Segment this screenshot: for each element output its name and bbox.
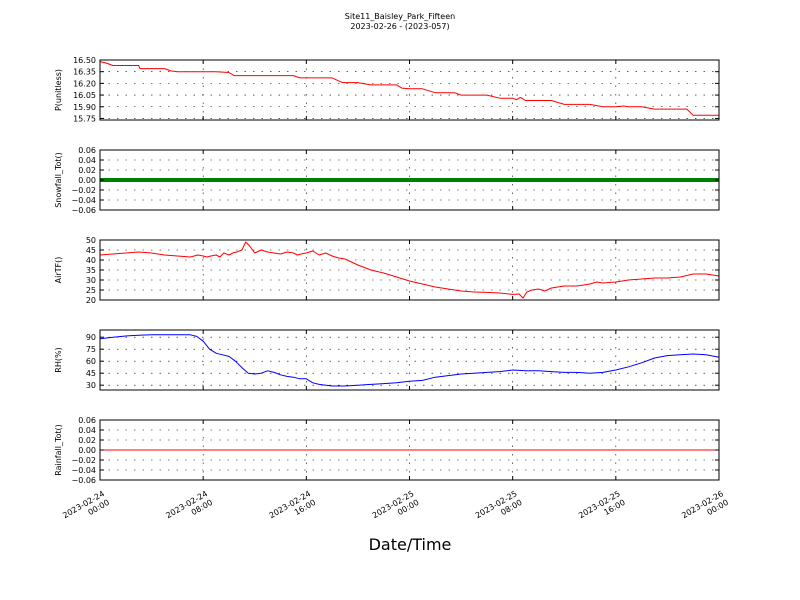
y-tick-label: −0.06 <box>71 206 96 215</box>
y-axis-label: P(unitless) <box>54 69 63 111</box>
y-axis-label: RH(%) <box>54 347 63 372</box>
y-tick-label: 16.50 <box>73 56 96 65</box>
y-tick-label: −0.02 <box>71 456 96 465</box>
y-tick-label: −0.04 <box>71 466 96 475</box>
series-line-4 <box>99 334 720 387</box>
x-tick-label: 2023-02-2400:00 <box>61 489 111 529</box>
y-tick-label: 60 <box>86 357 96 366</box>
series-line-1 <box>99 61 719 116</box>
y-tick-label: 0.00 <box>78 446 96 455</box>
chart-subtitle: 2023-02-26 - (2023-057) <box>350 22 449 31</box>
panels: 15.75 15.90 16.05 16.20 16.35 16.50 P(unitless… <box>54 56 720 485</box>
y-tick-label: −0.02 <box>71 186 96 195</box>
y-tick-label: 50 <box>86 236 96 245</box>
chart-title: Site11_Baisley_Park_Fifteen <box>345 12 455 21</box>
y-tick-label: 45 <box>86 369 96 378</box>
panel-1: 15.75 15.90 16.05 16.20 16.35 16.50 P(unitless… <box>54 56 720 123</box>
y-tick-label: 0.02 <box>78 436 96 445</box>
y-tick-label: 15.75 <box>73 114 96 123</box>
y-tick-label: −0.04 <box>71 196 96 205</box>
x-axis-label: Date/Time <box>369 535 452 554</box>
x-tick-label: 2023-02-2408:00 <box>164 489 214 529</box>
y-tick-label: 16.05 <box>73 91 96 100</box>
y-tick-label: 0.04 <box>78 156 96 165</box>
y-tick-label: 30 <box>86 276 96 285</box>
y-tick-label: 35 <box>86 266 96 275</box>
y-tick-label: 16.20 <box>73 79 96 88</box>
x-tick-label: 2023-02-2416:00 <box>268 489 318 529</box>
y-tick-label: 90 <box>86 333 96 342</box>
series-line-3 <box>99 241 720 299</box>
y-tick-label: 0.00 <box>78 176 96 185</box>
y-axis-label: Snowfall_Tot() <box>54 152 63 208</box>
y-tick-label: 0.06 <box>78 146 96 155</box>
y-tick-label: 0.02 <box>78 166 96 175</box>
x-tick-label: 2023-02-2600:00 <box>680 489 730 529</box>
y-tick-label: 15.90 <box>73 103 96 112</box>
x-tick-label: 2023-02-2508:00 <box>474 489 524 529</box>
x-tick-label: 2023-02-2500:00 <box>371 489 421 529</box>
y-tick-label: 16.35 <box>73 68 96 77</box>
y-tick-label: 40 <box>86 256 96 265</box>
panel-2: −0.06−0.04−0.020.000.020.040.06 Snowfall_… <box>54 146 720 215</box>
y-axis-label: AirTF() <box>54 257 63 284</box>
y-tick-label: 0.04 <box>78 426 96 435</box>
x-tick-label: 2023-02-2516:00 <box>577 489 627 529</box>
y-axis-label: Rainfall_Tot() <box>54 424 63 476</box>
y-tick-label: 20 <box>86 296 96 305</box>
panel-5: −0.06−0.04−0.020.000.020.040.06 Rainfall_… <box>54 416 720 485</box>
x-axis: 2023-02-2400:00 2023-02-2408:00 2023-02-24… <box>61 489 730 529</box>
y-tick-label: 30 <box>86 381 96 390</box>
panel-4: 30 45 60 75 90 RH(%) <box>54 329 720 391</box>
y-tick-label: 45 <box>86 246 96 255</box>
y-tick-label: 75 <box>86 345 96 354</box>
y-tick-label: 25 <box>86 286 96 295</box>
y-tick-label: 0.06 <box>78 416 96 425</box>
y-tick-label: −0.06 <box>71 476 96 485</box>
